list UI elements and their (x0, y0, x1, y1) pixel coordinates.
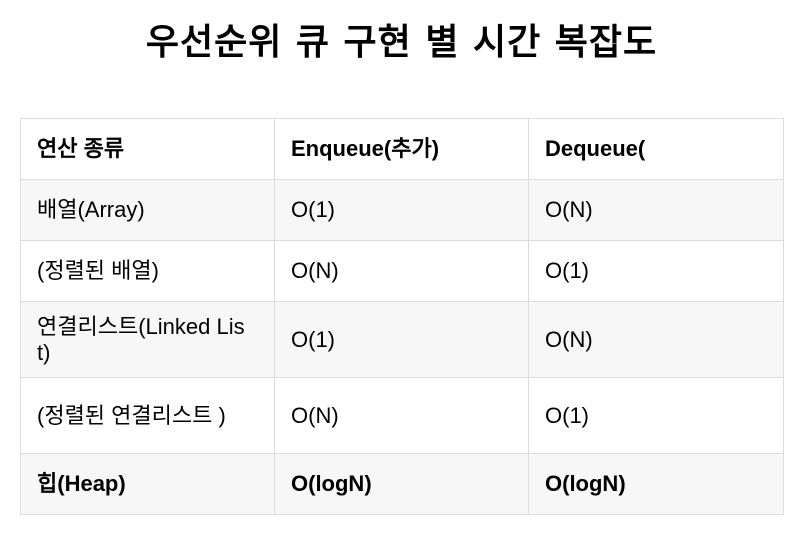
cell-enqueue: O(N) (274, 240, 529, 302)
cell-dequeue: O(N) (528, 301, 784, 378)
table-row: 배열(Array) O(1) O(N) (20, 179, 784, 241)
header-enqueue: Enqueue(추가) (274, 118, 529, 180)
page-title: 우선순위 큐 구현 별 시간 복잡도 (145, 22, 658, 63)
header-operation-type: 연산 종류 (20, 118, 275, 180)
complexity-table: 연산 종류 Enqueue(추가) Dequeue( 배열(Array) O(1… (20, 118, 784, 515)
cell-implementation: (정렬된 연결리스트 ) (20, 377, 275, 454)
header-dequeue: Dequeue( (528, 118, 784, 180)
cell-implementation: 배열(Array) (20, 179, 275, 241)
cell-dequeue: O(N) (528, 179, 784, 241)
table-row: 연결리스트(Linked List) O(1) O(N) (20, 301, 784, 378)
cell-implementation: (정렬된 배열) (20, 240, 275, 302)
cell-enqueue: O(1) (274, 301, 529, 378)
cell-enqueue: O(1) (274, 179, 529, 241)
table-header-row: 연산 종류 Enqueue(추가) Dequeue( (20, 118, 784, 180)
cell-implementation: 연결리스트(Linked List) (20, 301, 275, 378)
cell-enqueue: O(logN) (274, 453, 529, 515)
table-row: 힙(Heap) O(logN) O(logN) (20, 453, 784, 515)
cell-dequeue: O(1) (528, 240, 784, 302)
table-row: (정렬된 배열) O(N) O(1) (20, 240, 784, 302)
cell-dequeue: O(1) (528, 377, 784, 454)
cell-dequeue: O(logN) (528, 453, 784, 515)
cell-enqueue: O(N) (274, 377, 529, 454)
table-row: (정렬된 연결리스트 ) O(N) O(1) (20, 377, 784, 454)
cell-implementation: 힙(Heap) (20, 453, 275, 515)
